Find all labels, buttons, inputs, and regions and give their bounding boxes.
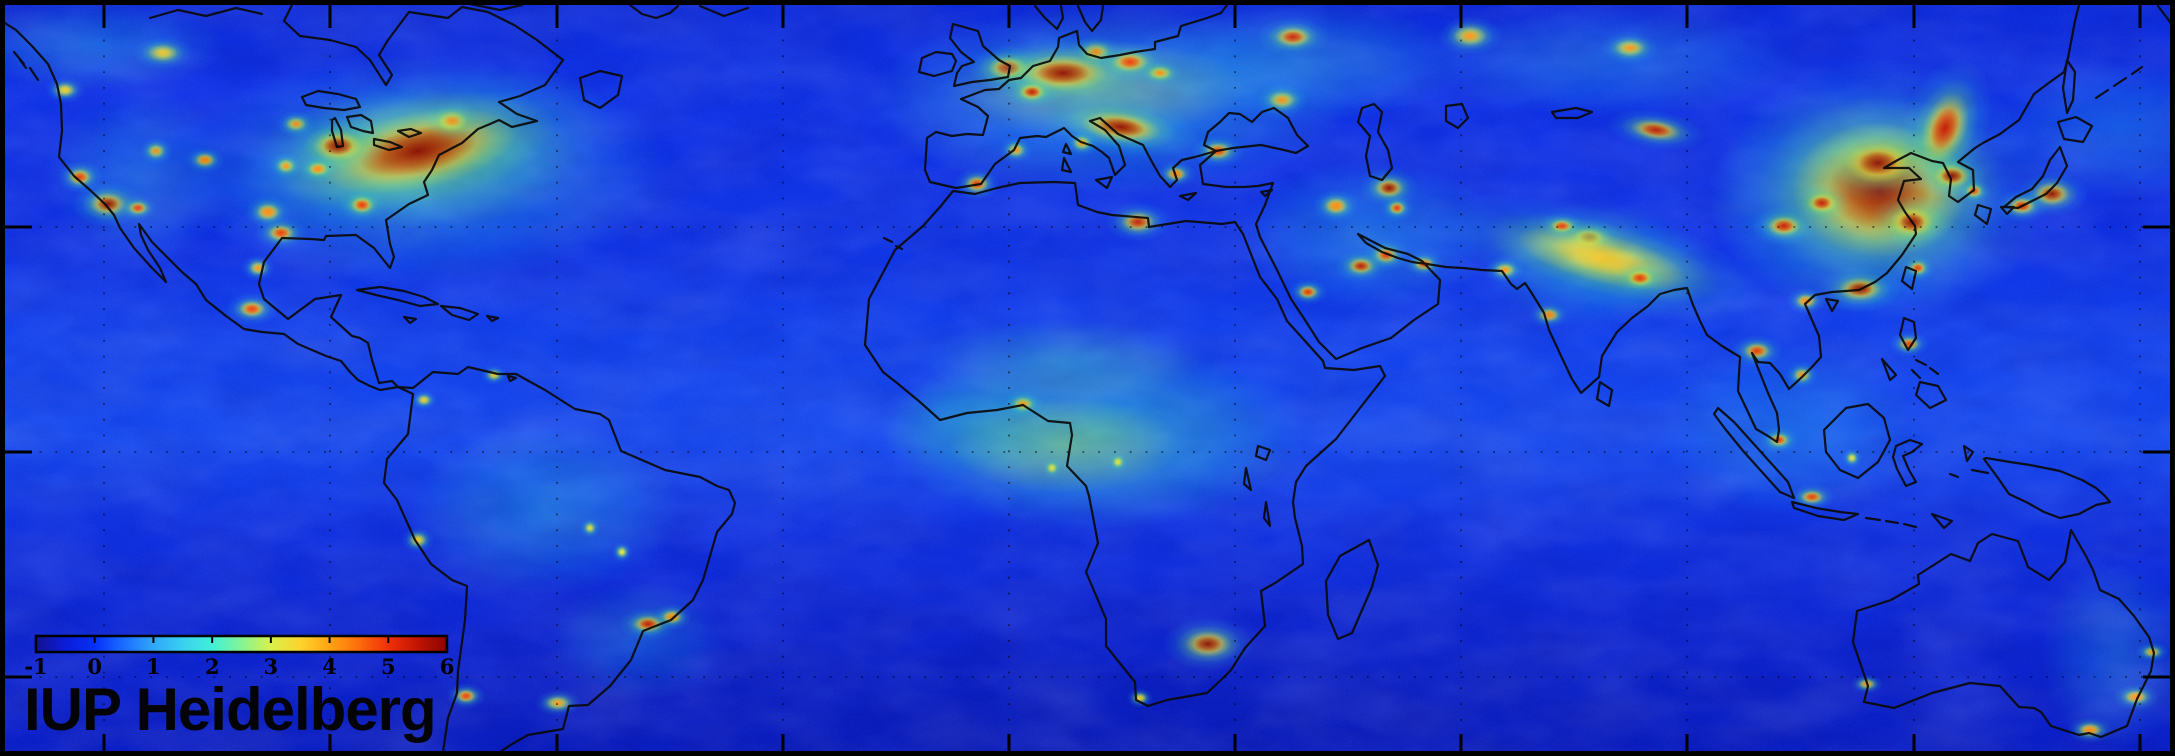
colorbar-tick-label: 1 [146,654,161,679]
coastline-africa [863,180,1387,708]
colorbar-tick-label: 6 [440,654,455,679]
colorbar-tick-label: 5 [381,654,396,679]
coastline-arctic-fragments [148,2,750,20]
coastline-eurasia-south [954,3,2081,444]
coastline-philippines [1880,316,1948,410]
coastline-great-lakes [300,89,423,152]
coastline-caribbean [355,285,518,383]
branding-label: IUP Heidelberg [24,676,437,743]
coastline-caspian-aral-balkhash [1356,102,1594,182]
colorbar: -1 0 1 2 3 4 5 6 [24,634,455,679]
coastline-madagascar [1324,538,1380,641]
coastline-uk [948,22,1012,88]
colorbar-tick-label: -1 [24,654,47,679]
coastline-bc-islands [12,50,40,82]
coastline-australia [1851,528,2156,739]
coastline-newfoundland [578,69,624,110]
coastline-sri-lanka [1595,380,1614,408]
colorbar-tick-label: 0 [87,654,102,679]
coastline-taiwan-hainan [1824,265,1918,313]
coastline-scandinavia [1033,4,1105,33]
graticule [8,8,2167,748]
coastline-med-islands [1060,142,1274,202]
coastline-north-america [0,3,565,392]
coastline-sakhalin-kurils [2061,4,2175,115]
border-ticks [5,5,2170,751]
colorbar-tick-label: 3 [264,654,279,679]
colorbar-gradient [36,636,447,652]
coastline-south-america [382,365,737,754]
colorbar-tick-label: 2 [205,654,220,679]
colorbar-frame [34,634,449,654]
coastline-ireland [917,50,958,78]
coastline-europe-atlantic [923,3,1229,190]
colorbar-tick-label: 4 [322,654,337,679]
coastline-japan [1973,115,2094,226]
coastline-black-sea [1202,106,1310,155]
coastline-indonesia-newguinea [1712,402,2112,530]
